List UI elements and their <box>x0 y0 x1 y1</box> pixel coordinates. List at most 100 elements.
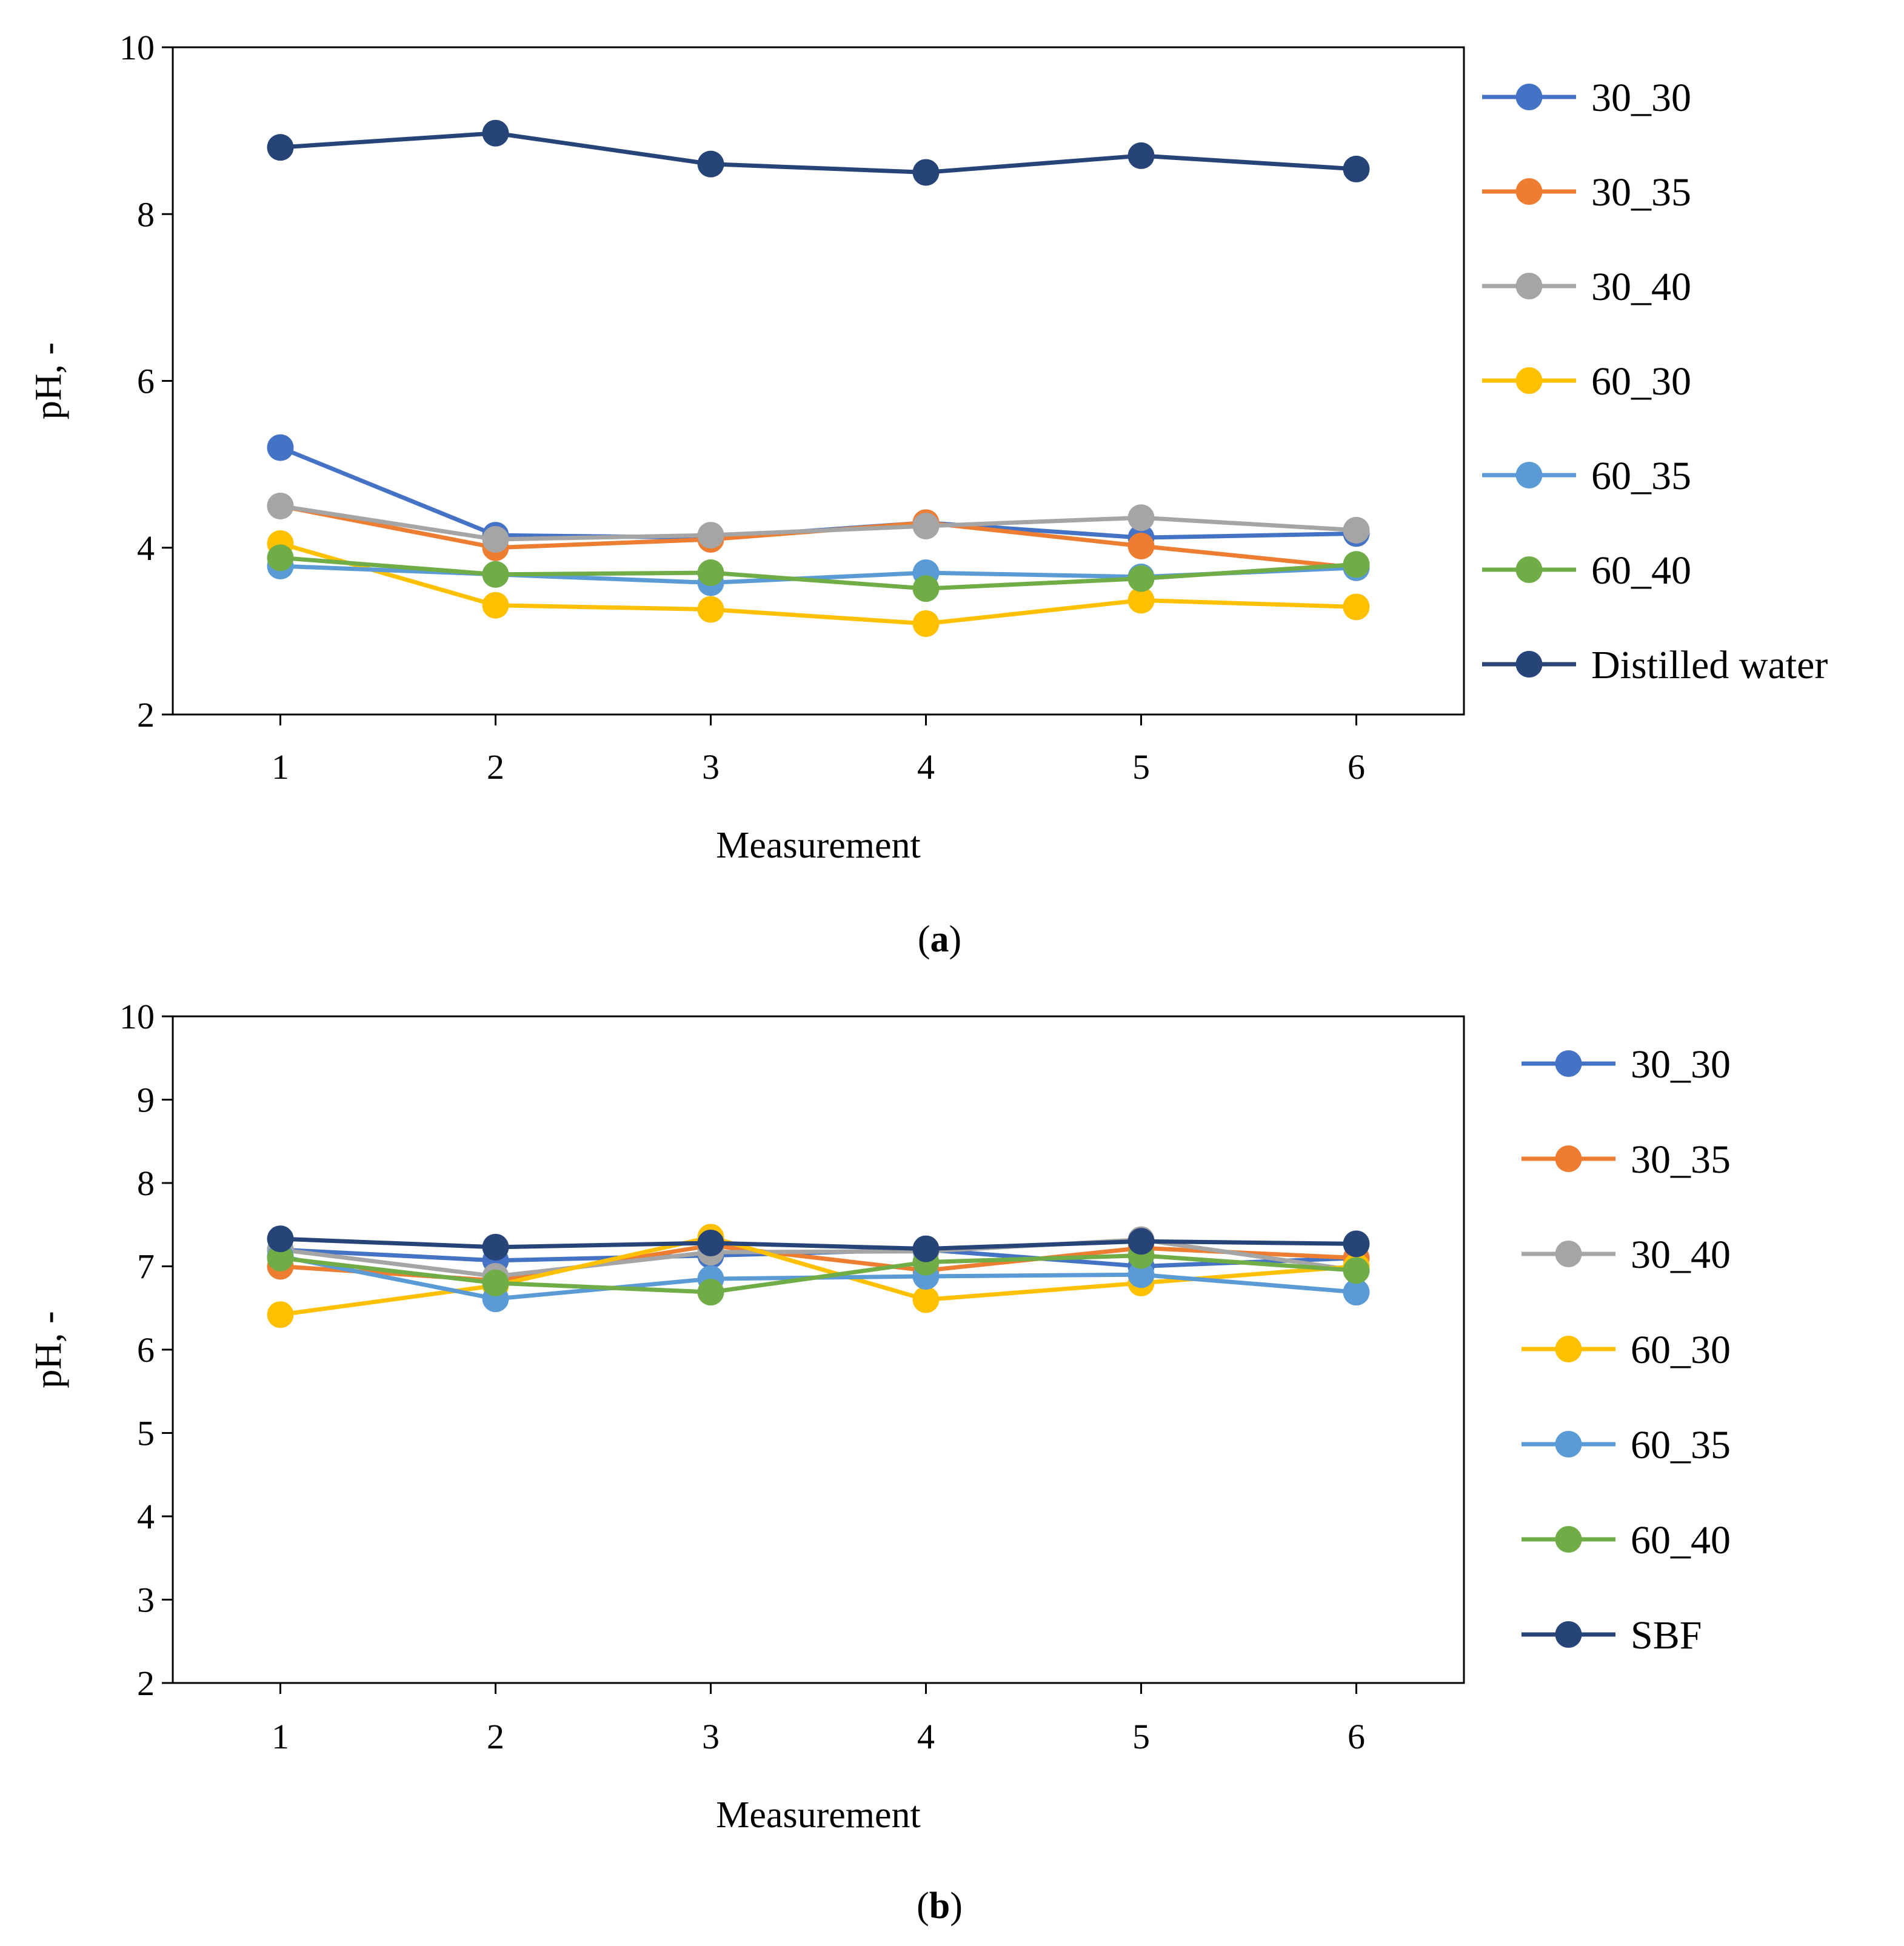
legend-marker <box>1515 556 1543 583</box>
legend-label: SBF <box>1631 1613 1702 1658</box>
series-distilled-water <box>267 119 1370 186</box>
legend-marker <box>1555 1241 1582 1267</box>
legend-label: 60_40 <box>1631 1518 1731 1562</box>
x-tick-label: 4 <box>917 747 935 787</box>
data-point <box>697 1279 724 1306</box>
data-point <box>267 1301 294 1328</box>
legend-entry: 60_30 <box>1482 359 1691 404</box>
data-point <box>482 119 509 147</box>
series-line <box>280 555 1357 591</box>
y-tick-label: 5 <box>137 1414 155 1453</box>
series-sbf <box>267 1225 1370 1262</box>
data-point <box>482 525 509 553</box>
data-point <box>912 159 940 186</box>
data-point <box>697 596 724 623</box>
data-point <box>1343 516 1370 544</box>
data-point <box>697 559 724 587</box>
x-tick-label: 6 <box>1348 747 1365 787</box>
legend-label: 30_40 <box>1591 265 1691 309</box>
data-point <box>267 544 294 571</box>
series-line <box>279 504 1357 542</box>
data-point <box>267 1225 294 1253</box>
legend-label: Distilled water <box>1591 643 1828 687</box>
legend-marker <box>1515 462 1543 488</box>
data-point <box>267 492 294 519</box>
data-point <box>1127 142 1155 169</box>
caption-close: ) <box>949 919 962 960</box>
panel-caption: (a) <box>918 919 961 960</box>
y-tick-label: 10 <box>119 997 155 1036</box>
panel-caption: (b) <box>917 1885 963 1927</box>
y-axis-title: pH, - <box>28 342 69 419</box>
y-tick-label: 2 <box>137 1664 155 1703</box>
legend-marker <box>1555 1145 1582 1172</box>
data-point <box>697 150 724 178</box>
data-point <box>1343 155 1370 182</box>
legend-entry: 60_35 <box>1522 1423 1731 1467</box>
x-axis-title: Measurement <box>716 1794 920 1836</box>
data-point <box>1127 1261 1155 1288</box>
data-point <box>912 575 940 602</box>
series-60_30 <box>267 530 1370 637</box>
data-point <box>1343 593 1370 621</box>
data-point <box>267 134 294 161</box>
x-tick-label: 1 <box>272 747 289 787</box>
data-point <box>1127 565 1155 592</box>
data-point <box>267 434 294 461</box>
caption-open: ( <box>917 1885 929 1927</box>
legend-entry: 30_40 <box>1522 1233 1731 1277</box>
data-point <box>1127 587 1155 614</box>
data-point <box>1127 532 1155 559</box>
legend-entry: SBF <box>1522 1613 1702 1658</box>
legend-marker <box>1555 1621 1582 1648</box>
data-point <box>912 610 940 637</box>
legend-entry: 30_30 <box>1522 1042 1731 1087</box>
x-tick-label: 5 <box>1132 747 1150 787</box>
data-point <box>1343 1230 1370 1258</box>
y-tick-label: 6 <box>137 362 155 401</box>
x-tick-label: 6 <box>1348 1717 1365 1756</box>
series-line <box>280 1236 1357 1251</box>
series-line <box>279 445 1357 540</box>
legend-label: 30_35 <box>1631 1138 1731 1182</box>
series-60_40 <box>267 544 1370 602</box>
series-line <box>280 1238 1357 1279</box>
legend-marker <box>1515 651 1543 678</box>
x-tick-label: 3 <box>702 747 720 787</box>
data-point <box>912 512 940 539</box>
x-tick-label: 4 <box>917 1717 935 1756</box>
series-line <box>280 1253 1357 1295</box>
legend-entry: 60_40 <box>1482 548 1691 593</box>
data-point <box>697 1230 724 1256</box>
y-tick-label: 6 <box>137 1330 155 1370</box>
legend-marker <box>1515 84 1543 110</box>
x-axis-title: Measurement <box>716 825 920 866</box>
data-point <box>482 1233 509 1261</box>
legend-marker <box>1515 367 1543 394</box>
x-tick-label: 1 <box>272 1717 289 1756</box>
y-tick-label: 4 <box>137 1497 155 1536</box>
y-tick-label: 9 <box>137 1081 155 1120</box>
plot-area <box>172 1015 1465 1684</box>
legend-entry: 30_40 <box>1482 265 1691 309</box>
data-point <box>482 591 509 619</box>
legend-entry: 60_40 <box>1522 1518 1731 1562</box>
legend-label: 60_40 <box>1591 548 1691 593</box>
data-point <box>482 1270 509 1296</box>
legend-marker <box>1515 178 1543 205</box>
legend-label: 60_35 <box>1591 454 1691 498</box>
caption-label: a <box>930 919 949 960</box>
data-point <box>482 561 509 588</box>
data-point <box>912 1235 940 1262</box>
series-30_40 <box>267 492 1370 553</box>
legend-label: 60_30 <box>1631 1328 1731 1372</box>
legend-label: 30_35 <box>1591 170 1691 215</box>
legend-marker <box>1555 1336 1582 1362</box>
series-line <box>280 131 1357 175</box>
legend-marker <box>1515 273 1543 299</box>
legend-marker <box>1555 1526 1582 1553</box>
legend-entry: 60_30 <box>1522 1328 1731 1372</box>
caption-label: b <box>929 1885 950 1927</box>
legend-label: 30_30 <box>1591 76 1691 120</box>
